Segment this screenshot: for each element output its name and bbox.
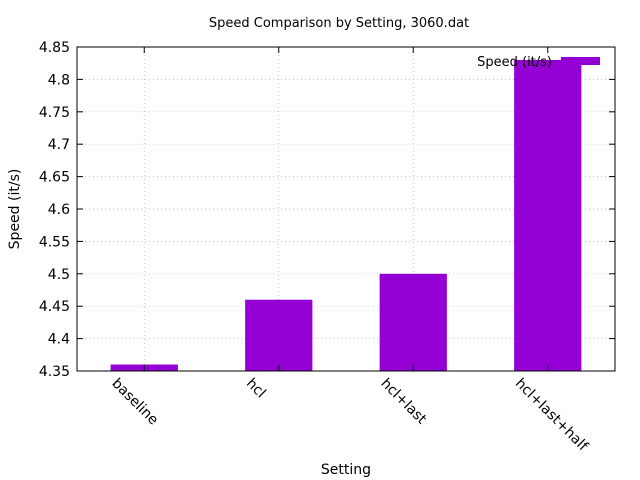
legend: Speed (it/s) [477, 55, 600, 70]
y-tick-label: 4.75 [39, 105, 70, 121]
legend-swatch [561, 57, 600, 65]
y-tick-label: 4.4 [48, 332, 70, 348]
chart-title: Speed Comparison by Setting, 3060.dat [209, 16, 469, 31]
x-tick-label: baseline [108, 376, 161, 429]
bar-hcl-last [379, 273, 447, 371]
bars [110, 59, 582, 372]
bar-hcl-last-half [514, 59, 582, 372]
y-axis-label: Speed (it/s) [7, 169, 23, 250]
y-tick-label: 4.5 [48, 267, 70, 283]
x-axis-label: Setting [321, 462, 371, 478]
y-tick-label: 4.45 [39, 299, 70, 315]
y-tick-label: 4.55 [39, 234, 70, 250]
y-tick-label: 4.85 [39, 40, 70, 56]
x-tick-label: hcl [243, 376, 269, 402]
x-tick-label: hcl+last+half [512, 376, 592, 456]
y-tick-label: 4.6 [48, 202, 70, 218]
x-tick-label: hcl+last [377, 376, 429, 428]
y-tick-label: 4.35 [39, 364, 70, 380]
bar-hcl [245, 299, 313, 371]
y-tick-label: 4.7 [48, 137, 70, 153]
y-tick-label: 4.8 [48, 72, 70, 88]
y-tick-label: 4.65 [39, 170, 70, 186]
legend-label: Speed (it/s) [477, 55, 552, 70]
